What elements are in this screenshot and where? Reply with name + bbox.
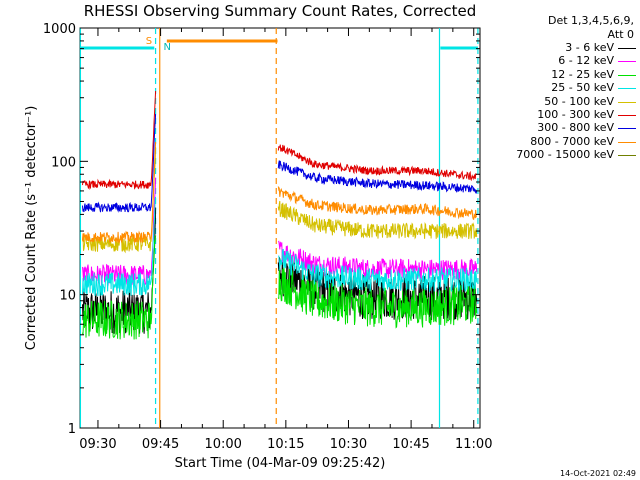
- legend-entry-label: 7000 - 15000 keV: [516, 148, 614, 162]
- legend-swatch: [618, 115, 636, 116]
- series-line-post: [278, 248, 478, 293]
- legend-swatch: [618, 61, 636, 63]
- legend-swatch: [618, 101, 636, 103]
- series-line-post: [277, 160, 478, 194]
- y-axis-label: Corrected Count Rate (s⁻¹ detector⁻¹): [24, 106, 39, 351]
- series-line-pre: [82, 113, 157, 213]
- chart-title: RHESSI Observing Summary Count Rates, Co…: [83, 2, 477, 20]
- axes-layer: 1 10 100 1000 09:30 09:45 10:00 10:15 10:30 10:45…: [43, 22, 493, 452]
- legend-swatch: [618, 128, 636, 130]
- series-line-pre: [82, 90, 157, 190]
- saa-flag-label: S: [146, 36, 152, 47]
- generated-timestamp: 14-Oct-2021 02:49: [560, 469, 636, 478]
- legend-entry-label: 25 - 50 keV: [551, 81, 614, 95]
- y-tick-label: 10: [59, 289, 76, 304]
- flag-layer: SN: [79, 28, 479, 428]
- x-tick-label: 10:45: [392, 437, 429, 452]
- legend-swatch: [618, 48, 636, 49]
- y-tick-label: 1000: [43, 22, 76, 37]
- series-line-pre: [82, 196, 157, 297]
- x-tick-label: 10:30: [330, 437, 367, 452]
- legend-entry-label: 3 - 6 keV: [565, 41, 614, 54]
- series-line-post: [277, 200, 478, 240]
- legend-entry-label: 12 - 25 keV: [551, 67, 614, 81]
- legend-swatch: [618, 141, 636, 143]
- legend-swatch: [618, 74, 636, 76]
- legend-swatch: [618, 155, 636, 157]
- series-line-pre: [82, 177, 157, 286]
- series-line-post: [277, 267, 478, 329]
- series-line-pre: [82, 207, 157, 334]
- x-tick-label: 10:00: [204, 437, 241, 452]
- series-line-pre: [82, 235, 157, 340]
- series-line-post: [277, 144, 478, 182]
- series-layer: [82, 90, 478, 340]
- x-tick-label: 11:00: [455, 437, 492, 452]
- legend-entry-label: 50 - 100 keV: [544, 94, 614, 108]
- legend-entry-label: 6 - 12 keV: [558, 54, 614, 68]
- legend-header-attenuator: Att 0: [607, 28, 634, 41]
- legend-entry-label: 800 - 7000 keV: [530, 134, 614, 148]
- series-line-post: [277, 186, 478, 221]
- x-tick-label: 09:45: [142, 437, 179, 452]
- x-tick-label: 10:15: [267, 437, 304, 452]
- series-line-pre: [82, 141, 157, 244]
- night-flag-label: N: [164, 42, 171, 53]
- plot-frame: [79, 27, 481, 429]
- x-axis-label: Start Time (04-Mar-09 09:25:42): [175, 456, 386, 471]
- y-tick-label: 100: [51, 155, 76, 170]
- legend-header-detectors: Det 1,3,4,5,6,9,: [547, 14, 634, 27]
- x-tick-label: 09:30: [79, 437, 116, 452]
- legend-swatch: [618, 88, 636, 90]
- legend-entry-label: 300 - 800 keV: [537, 121, 614, 135]
- y-tick-label: 1: [68, 422, 76, 437]
- legend-entry-label: 100 - 300 keV: [537, 108, 614, 121]
